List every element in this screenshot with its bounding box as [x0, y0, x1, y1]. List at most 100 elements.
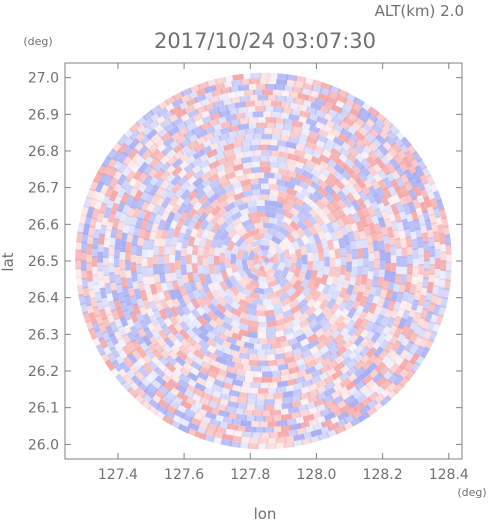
echo-cell [296, 219, 308, 231]
echo-cell [230, 355, 242, 364]
echo-cell [231, 79, 243, 87]
echo-cell [161, 196, 172, 208]
echo-cell [308, 130, 320, 140]
echo-cell [374, 285, 383, 297]
echo-cell [99, 224, 107, 236]
echo-cell [220, 270, 229, 282]
echo-cell [258, 282, 269, 289]
echo-cell [115, 229, 123, 241]
echo-cell [302, 170, 314, 180]
echo-cell [136, 236, 144, 248]
echo-cell [246, 302, 257, 311]
echo-cell [315, 415, 328, 425]
echo-cell [353, 335, 365, 347]
echo-cell [190, 360, 202, 371]
echo-cell [217, 139, 229, 148]
echo-cell [412, 184, 422, 197]
echo-cell [323, 380, 336, 391]
echo-cell [392, 282, 401, 294]
echo-cell [81, 277, 89, 289]
echo-cell [315, 403, 328, 413]
echo-cell [423, 268, 430, 280]
echo-cell [124, 214, 133, 227]
echo-cell [415, 303, 424, 316]
echo-cell [338, 120, 351, 131]
echo-cell [218, 280, 229, 292]
echo-cell [260, 189, 271, 195]
echo-cell [75, 276, 83, 288]
echo-cell [238, 352, 250, 360]
echo-cell [250, 189, 262, 196]
echo-cell [334, 354, 346, 365]
echo-cell [208, 160, 220, 170]
echo-cell [91, 246, 98, 258]
echo-cell [322, 124, 335, 134]
echo-cell [238, 311, 250, 320]
echo-cell [215, 272, 224, 284]
echo-cell [239, 358, 251, 366]
echo-cell [444, 279, 451, 291]
echo-cell [292, 184, 304, 194]
echo-cell [364, 310, 374, 322]
echo-cell [218, 132, 230, 142]
echo-cell [213, 348, 226, 359]
echo-cell [267, 178, 278, 185]
echo-cell [413, 218, 421, 231]
echo-cell [307, 394, 320, 404]
echo-cell [233, 407, 246, 415]
echo-cell [369, 285, 377, 297]
echo-cell [421, 166, 432, 179]
echo-cell [125, 194, 135, 207]
echo-cell [257, 321, 268, 328]
echo-cell [412, 257, 419, 268]
echo-cell [224, 171, 237, 181]
echo-cell [160, 117, 172, 129]
echo-cell [235, 248, 244, 260]
echo-cell [432, 304, 441, 316]
echo-cell [223, 215, 235, 227]
echo-cell [308, 200, 320, 212]
echo-cell [198, 194, 209, 205]
echo-cell [222, 80, 234, 89]
echo-cell [303, 328, 315, 339]
echo-cell [213, 342, 225, 352]
echo-cell [223, 428, 236, 436]
echo-cell [165, 355, 177, 367]
echo-cell [411, 274, 418, 287]
echo-cell [216, 104, 229, 113]
echo-cell [187, 139, 200, 150]
echo-cell [245, 172, 257, 180]
echo-cell [207, 167, 219, 177]
echo-cell [404, 340, 415, 353]
echo-cell [277, 73, 289, 80]
echo-cell [212, 431, 225, 440]
echo-cell [126, 277, 134, 289]
echo-cell [368, 251, 375, 263]
echo-cell [333, 308, 344, 320]
echo-cell [99, 287, 108, 299]
echo-cell [322, 265, 330, 277]
echo-cell [416, 158, 427, 171]
echo-cell [318, 317, 329, 328]
echo-cell [114, 238, 122, 250]
echo-cell [319, 222, 329, 234]
echo-cell [256, 250, 263, 257]
echo-cell [438, 207, 447, 220]
echo-cell [99, 308, 108, 321]
echo-cell [372, 372, 384, 384]
echo-cell [198, 324, 210, 336]
echo-cell [291, 125, 303, 134]
echo-cell [213, 229, 223, 240]
echo-cell [392, 374, 404, 387]
echo-cell [353, 317, 364, 330]
echo-cell [80, 241, 88, 253]
echo-cell [268, 139, 279, 146]
echo-cell [274, 212, 285, 221]
echo-cell [172, 395, 185, 406]
y-tick-label: 27.0 [28, 71, 59, 87]
echo-cell [154, 375, 167, 387]
echo-cell [202, 91, 215, 100]
echo-cell [306, 418, 319, 427]
echo-cell [230, 349, 242, 358]
echo-cell [284, 96, 296, 104]
